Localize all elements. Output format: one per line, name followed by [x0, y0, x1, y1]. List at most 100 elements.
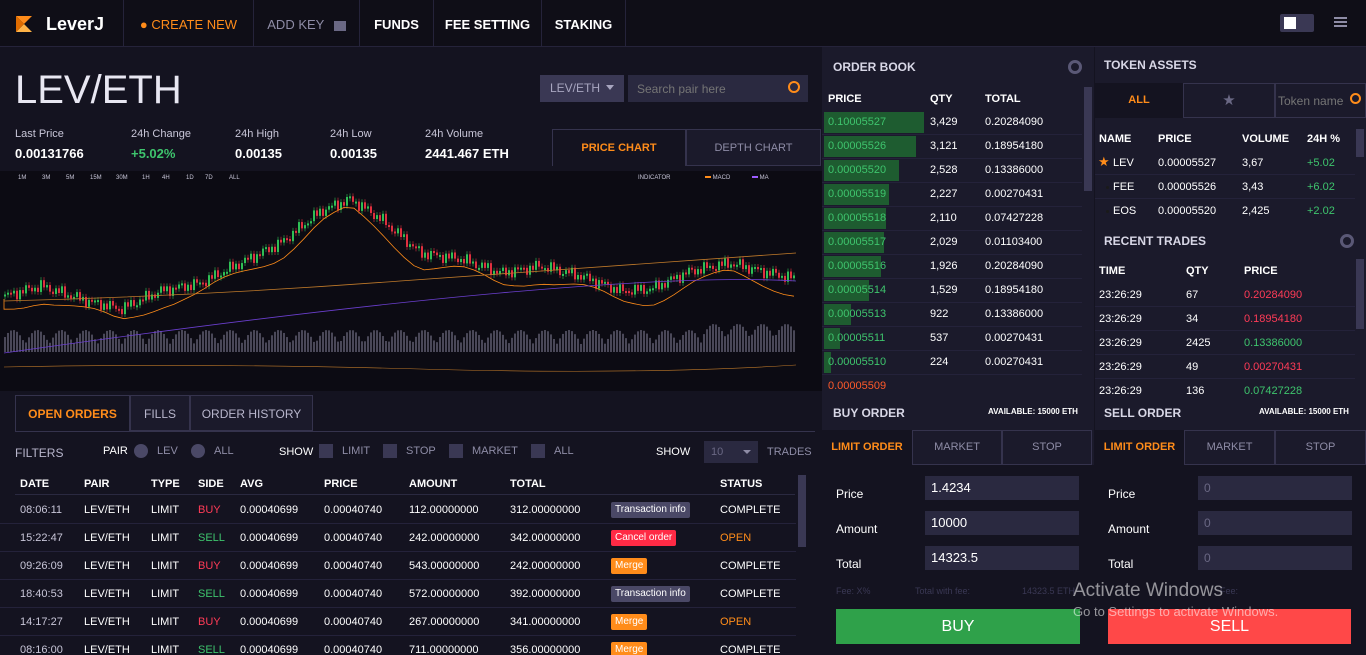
tab-depth-chart[interactable]: DEPTH CHART: [686, 129, 821, 166]
row-action-button[interactable]: Transaction info: [611, 586, 690, 602]
column-header[interactable]: STATUS: [720, 478, 763, 490]
sell-tab-market[interactable]: MARKET: [1184, 430, 1275, 465]
column-header[interactable]: TYPE: [151, 478, 180, 490]
buy-tab-market[interactable]: MARKET: [912, 430, 1002, 465]
pair-search-input[interactable]: [628, 75, 808, 102]
order-book-row[interactable]: 0.00005526 3,121 0.18954180: [822, 135, 1082, 159]
recent-trade-row[interactable]: 23:26:29 2425 0.13386000: [1095, 331, 1355, 355]
table-row[interactable]: 14:17:27 LEV/ETH LIMIT BUY 0.00040699 0.00040…: [0, 608, 796, 636]
order-book-row[interactable]: 0.00005518 2,110 0.07427228: [822, 207, 1082, 231]
tab-open-orders[interactable]: OPEN ORDERS: [15, 395, 130, 431]
order-book-row[interactable]: 0.00005516 1,926 0.20284090: [822, 255, 1082, 279]
tab-order-history[interactable]: ORDER HISTORY: [190, 395, 313, 431]
price-chart[interactable]: 1M 3M 5M 15M 30M 1H 4H 1D 7D ALL INDICATOR MACD M…: [0, 171, 822, 391]
sell-amount-input[interactable]: 0: [1198, 511, 1352, 535]
recent-trades-scrollbar[interactable]: [1356, 259, 1364, 329]
order-book-row[interactable]: 0.00005510 224 0.00270431: [822, 351, 1082, 375]
all-checkbox[interactable]: [531, 444, 545, 458]
buy-total-input[interactable]: 14323.5: [925, 546, 1079, 570]
star-icon[interactable]: ★: [1098, 154, 1110, 169]
stop-checkbox[interactable]: [383, 444, 397, 458]
add-key-button[interactable]: ADD KEY: [254, 0, 360, 47]
token-column-header[interactable]: VOLUME: [1242, 133, 1290, 145]
column-header[interactable]: PAIR: [84, 478, 110, 490]
recent-trade-row[interactable]: 23:26:29 34 0.18954180: [1095, 307, 1355, 331]
column-header[interactable]: SIDE: [198, 478, 224, 490]
sell-button[interactable]: SELL: [1108, 609, 1351, 644]
funds-link[interactable]: FUNDS: [360, 0, 434, 47]
buy-amount-input[interactable]: 10000: [925, 511, 1079, 535]
timeframe-button[interactable]: 1M: [18, 175, 27, 181]
create-new-button[interactable]: ● CREATE NEW: [124, 0, 254, 47]
limit-checkbox[interactable]: [319, 444, 333, 458]
theme-toggle[interactable]: [1280, 14, 1314, 32]
pair-selector[interactable]: LEV/ETH: [540, 75, 624, 102]
table-row[interactable]: 08:16:00 LEV/ETH LIMIT SELL 0.00040699 0.0004…: [0, 636, 796, 655]
column-header[interactable]: DATE: [20, 478, 50, 490]
table-row[interactable]: 09:26:09 LEV/ETH LIMIT BUY 0.00040699 0.00040…: [0, 552, 796, 580]
row-action-button[interactable]: Merge: [611, 642, 648, 655]
table-row[interactable]: 08:06:11 LEV/ETH LIMIT BUY 0.00040699 0.00040…: [0, 496, 796, 524]
timeframe-button[interactable]: 30M: [116, 175, 128, 181]
tab-price-chart[interactable]: PRICE CHART: [552, 129, 686, 166]
buy-price-input[interactable]: 1.4234: [925, 476, 1079, 500]
token-column-header[interactable]: PRICE: [1158, 133, 1192, 145]
order-book-row[interactable]: 0.00005511 537 0.00270431: [822, 327, 1082, 351]
ma-toggle[interactable]: MA: [752, 175, 769, 181]
order-book-scrollbar[interactable]: [1084, 87, 1092, 191]
fee-setting-link[interactable]: FEE SETTING: [434, 0, 542, 47]
timeframe-button[interactable]: ALL: [229, 175, 240, 181]
macd-toggle[interactable]: MACD: [705, 175, 730, 181]
tab-favorites[interactable]: ★: [1183, 83, 1275, 118]
sell-total-input[interactable]: 0: [1198, 546, 1352, 570]
timeframe-button[interactable]: 7D: [205, 175, 213, 181]
column-header[interactable]: PRICE: [324, 478, 358, 490]
token-row[interactable]: ★ LEV 0.00005527 3,67 +5.02: [1095, 151, 1355, 175]
search-icon[interactable]: [788, 81, 800, 93]
column-header[interactable]: TOTAL: [510, 478, 546, 490]
recent-trade-row[interactable]: 23:26:29 49 0.00270431: [1095, 355, 1355, 379]
timeframe-button[interactable]: 4H: [162, 175, 170, 181]
column-header[interactable]: AVG: [240, 478, 264, 490]
column-header[interactable]: AMOUNT: [409, 478, 458, 490]
timeframe-button[interactable]: 3M: [42, 175, 51, 181]
row-action-button[interactable]: Merge: [611, 558, 648, 574]
token-scrollbar[interactable]: [1356, 129, 1364, 157]
lev-radio[interactable]: [134, 444, 148, 458]
timeframe-button[interactable]: 5M: [66, 175, 75, 181]
order-book-row[interactable]: 0.00005514 1,529 0.18954180: [822, 279, 1082, 303]
order-book-settings-gear-icon[interactable]: [1068, 60, 1082, 74]
buy-tab-limit-order[interactable]: LIMIT ORDER: [822, 430, 912, 465]
tab-fills[interactable]: FILLS: [130, 395, 190, 431]
market-checkbox[interactable]: [449, 444, 463, 458]
token-search-icon[interactable]: [1350, 93, 1361, 104]
order-book-row[interactable]: 0.00005517 2,029 0.01103400: [822, 231, 1082, 255]
recent-trade-row[interactable]: 23:26:29 67 0.20284090: [1095, 283, 1355, 307]
sell-price-input[interactable]: 0: [1198, 476, 1352, 500]
token-column-header[interactable]: 24H %: [1307, 133, 1341, 145]
sell-tab-limit-order[interactable]: LIMIT ORDER: [1095, 430, 1184, 465]
order-book-row[interactable]: 0.00005519 2,227 0.00270431: [822, 183, 1082, 207]
token-column-header[interactable]: NAME: [1099, 133, 1132, 145]
all-radio[interactable]: [191, 444, 205, 458]
buy-tab-stop[interactable]: STOP: [1002, 430, 1092, 465]
sell-tab-stop[interactable]: STOP: [1275, 430, 1366, 465]
menu-icon[interactable]: [1334, 17, 1347, 28]
orders-scrollbar[interactable]: [798, 475, 806, 547]
tab-all-tokens[interactable]: ALL: [1095, 83, 1183, 118]
page-size-select[interactable]: 10: [704, 441, 758, 463]
row-action-button[interactable]: Cancel order: [611, 530, 677, 546]
staking-link[interactable]: STAKING: [542, 0, 626, 47]
buy-button[interactable]: BUY: [836, 609, 1080, 644]
timeframe-button[interactable]: 1D: [186, 175, 194, 181]
order-book-row[interactable]: 0.00005513 922 0.13386000: [822, 303, 1082, 327]
token-row[interactable]: EOS 0.00005520 2,425 +2.02: [1095, 199, 1355, 223]
indicator-label[interactable]: INDICATOR: [638, 175, 671, 181]
table-row[interactable]: 15:22:47 LEV/ETH LIMIT SELL 0.00040699 0.0004…: [0, 524, 796, 552]
token-search-input[interactable]: [1275, 83, 1366, 118]
order-book-row[interactable]: 0.10005527 3,429 0.20284090: [822, 111, 1082, 135]
row-action-button[interactable]: Transaction info: [611, 502, 690, 518]
timeframe-button[interactable]: 15M: [90, 175, 102, 181]
row-action-button[interactable]: Merge: [611, 614, 648, 630]
recent-trade-row[interactable]: 23:26:29 136 0.07427228: [1095, 379, 1355, 397]
